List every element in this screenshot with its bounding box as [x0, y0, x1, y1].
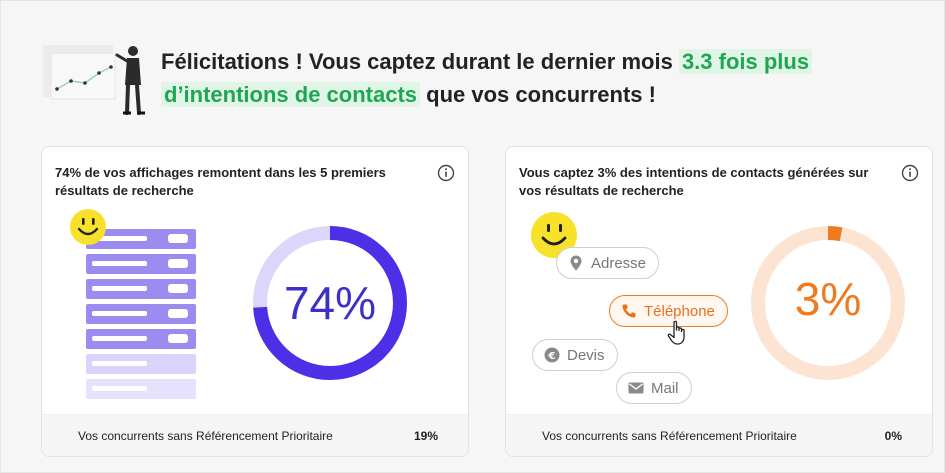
stat-card-contact-intents: Vous captez 3% des intentions de contact…	[505, 146, 933, 457]
contact-pill-address: Adresse	[556, 247, 660, 279]
svg-text:€: €	[548, 351, 556, 362]
euro-icon: €	[544, 347, 560, 363]
card-footer: Vos concurrents sans Référencement Prior…	[42, 414, 468, 456]
footer-value: 19%	[413, 428, 438, 443]
results-list-illustration	[70, 209, 196, 399]
info-icon[interactable]	[901, 164, 919, 182]
phone-icon	[622, 304, 636, 318]
mail-icon	[628, 382, 644, 394]
percentage-donut	[253, 226, 407, 380]
presenter-chart-illustration	[43, 45, 145, 115]
donut-progress	[751, 226, 905, 380]
card-title: 74% de vos affichages remontent dans les…	[55, 165, 386, 198]
percentage-donut	[751, 226, 905, 380]
footer-label: Vos concurrents sans Référencement Prior…	[78, 428, 333, 443]
map-pin-icon	[570, 255, 582, 271]
donut-progress	[253, 226, 407, 380]
card-title: Vous captez 3% des intentions de contact…	[519, 165, 869, 198]
smiley-icon	[531, 212, 577, 258]
card-footer: Vos concurrents sans Référencement Prior…	[506, 414, 932, 456]
stat-card-top-results: 74% de vos affichages remontent dans les…	[41, 146, 469, 457]
headline-highlight: 3.3 fois plus	[678, 49, 813, 74]
footer-label: Vos concurrents sans Référencement Prior…	[542, 428, 797, 443]
page-headline: Félicitations ! Vous captez durant le de…	[161, 45, 921, 111]
contact-pill-mail: Mail	[616, 372, 692, 404]
percentage-value: 3%	[794, 273, 862, 325]
contact-pill-quote: € Devis	[532, 339, 618, 371]
percentage-value: 74%	[283, 277, 377, 329]
hand-cursor-icon	[667, 320, 685, 345]
contact-pill-phone: Téléphone	[609, 295, 728, 327]
headline-highlight: d’intentions de contacts	[161, 82, 421, 107]
smiley-icon	[70, 209, 106, 245]
info-icon[interactable]	[437, 164, 455, 182]
footer-value: 0%	[884, 428, 902, 443]
